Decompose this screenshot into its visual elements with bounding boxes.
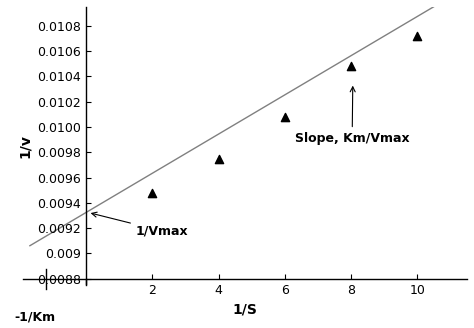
Text: Slope, Km/Vmax: Slope, Km/Vmax bbox=[295, 87, 410, 145]
Point bbox=[414, 33, 421, 39]
Text: 1/Vmax: 1/Vmax bbox=[92, 212, 189, 237]
X-axis label: 1/S: 1/S bbox=[233, 302, 257, 316]
Text: -1/Km: -1/Km bbox=[14, 310, 55, 323]
Y-axis label: 1/v: 1/v bbox=[18, 134, 32, 158]
Point bbox=[347, 64, 355, 69]
Point bbox=[215, 156, 222, 161]
Point bbox=[149, 190, 156, 195]
Point bbox=[281, 114, 289, 120]
